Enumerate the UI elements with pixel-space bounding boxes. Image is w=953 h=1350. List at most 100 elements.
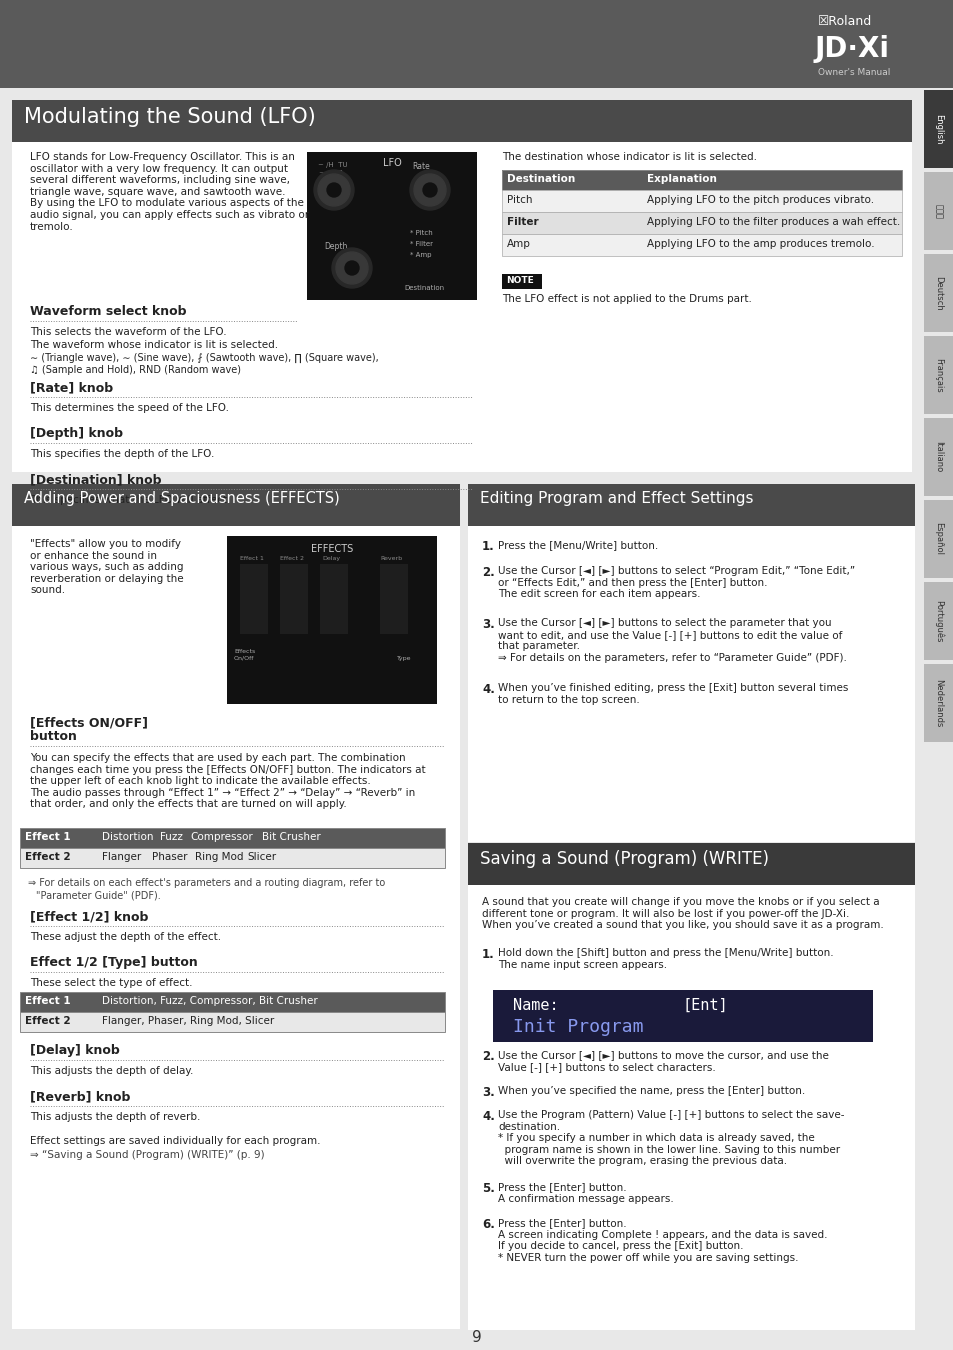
Text: 1.: 1. (481, 540, 495, 553)
Text: JD·Xi: JD·Xi (814, 35, 889, 63)
Text: English: English (934, 113, 943, 144)
Text: This determines the speed of the LFO.: This determines the speed of the LFO. (30, 404, 229, 413)
Text: Effect 1: Effect 1 (25, 996, 71, 1006)
Text: You can specify the effects that are used by each part. The combination
changes : You can specify the effects that are use… (30, 753, 425, 810)
Circle shape (345, 261, 358, 275)
Bar (501, 234, 901, 256)
Text: Italiano: Italiano (934, 441, 943, 472)
Text: Flanger, Phaser, Ring Mod, Slicer: Flanger, Phaser, Ring Mod, Slicer (102, 1017, 274, 1026)
Text: Init Program: Init Program (513, 1018, 643, 1035)
Text: Explanation: Explanation (646, 174, 716, 184)
Text: ⇒ “Saving a Sound (Program) (WRITE)” (p. 9): ⇒ “Saving a Sound (Program) (WRITE)” (p.… (30, 1150, 264, 1160)
Text: Modulating the Sound (LFO): Modulating the Sound (LFO) (24, 107, 315, 127)
Bar (12, 526, 459, 1328)
Bar (501, 212, 901, 234)
Circle shape (327, 184, 340, 197)
Text: Press the [Menu/Write] button.: Press the [Menu/Write] button. (497, 540, 658, 549)
Text: Effect 2: Effect 2 (25, 1017, 71, 1026)
Text: Português: Português (933, 599, 943, 643)
Text: ~ /H  TU: ~ /H TU (317, 162, 347, 167)
Text: [Destination] knob: [Destination] knob (30, 472, 161, 486)
Text: * Filter: * Filter (410, 242, 433, 247)
Text: Compressor: Compressor (190, 832, 253, 842)
Text: 4.: 4. (481, 1110, 495, 1123)
Text: Phaser: Phaser (152, 852, 188, 863)
Circle shape (414, 174, 446, 207)
Text: Saving a Sound (Program) (WRITE): Saving a Sound (Program) (WRITE) (479, 850, 768, 868)
Bar (20, 1012, 444, 1031)
Text: [Effect 1/2] knob: [Effect 1/2] knob (30, 910, 149, 923)
Text: ☒Roland: ☒Roland (817, 15, 871, 28)
Bar (20, 848, 444, 868)
Text: "Effects" allow you to modify
or enhance the sound in
various ways, such as addi: "Effects" allow you to modify or enhance… (30, 539, 183, 595)
Text: * Pitch: * Pitch (410, 230, 433, 236)
Text: The LFO effect is not applied to the Drums part.: The LFO effect is not applied to the Dru… (501, 294, 751, 304)
Bar (20, 828, 444, 848)
Bar (468, 842, 914, 886)
Text: ⇒ For details on each effect's parameters and a routing diagram, refer to: ⇒ For details on each effect's parameter… (28, 878, 385, 888)
Text: Use the Cursor [◄] [►] buttons to select “Program Edit,” “Tone Edit,”
or “Effect: Use the Cursor [◄] [►] buttons to select… (497, 566, 854, 599)
Text: 2.: 2. (481, 566, 495, 579)
Text: Editing Program and Effect Settings: Editing Program and Effect Settings (479, 491, 753, 506)
Text: This selects the waveform of the LFO.: This selects the waveform of the LFO. (30, 327, 227, 338)
Text: [Effects ON/OFF]: [Effects ON/OFF] (30, 716, 148, 729)
Bar (12, 142, 911, 472)
Text: "Parameter Guide" (PDF).: "Parameter Guide" (PDF). (36, 890, 161, 900)
Text: Use the Cursor [◄] [►] buttons to select the parameter that you
want to edit, an: Use the Cursor [◄] [►] buttons to select… (497, 618, 846, 663)
Text: This adjusts the depth of delay.: This adjusts the depth of delay. (30, 1066, 193, 1076)
Text: These select the type of effect.: These select the type of effect. (30, 977, 193, 988)
Text: Effect 2: Effect 2 (25, 852, 71, 863)
Bar (12, 100, 911, 142)
Text: This specifies the depth of the LFO.: This specifies the depth of the LFO. (30, 450, 214, 459)
Bar (280, 564, 308, 634)
Text: [Depth] knob: [Depth] knob (30, 427, 123, 440)
Text: Depth: Depth (324, 242, 347, 251)
Bar (240, 564, 268, 634)
Text: Pitch: Pitch (506, 194, 532, 205)
Text: Applying LFO to the filter produces a wah effect.: Applying LFO to the filter produces a wa… (646, 217, 900, 227)
Text: A sound that you create will change if you move the knobs or if you select a
dif: A sound that you create will change if y… (481, 896, 882, 930)
Text: The waveform whose indicator is lit is selected.: The waveform whose indicator is lit is s… (30, 340, 278, 350)
Text: Hold down the [Shift] button and press the [Menu/Write] button.
The name input s: Hold down the [Shift] button and press t… (497, 948, 833, 969)
Text: Rate: Rate (412, 162, 429, 171)
Text: Adding Power and Spaciousness (EFFECTS): Adding Power and Spaciousness (EFFECTS) (24, 491, 339, 506)
Bar (923, 90, 953, 167)
Text: Effect 2: Effect 2 (280, 556, 304, 562)
Text: 5.: 5. (481, 1183, 495, 1195)
Text: 2.: 2. (481, 1050, 495, 1062)
Text: 1.: 1. (481, 948, 495, 961)
Text: Effect settings are saved individually for each program.: Effect settings are saved individually f… (30, 1135, 320, 1146)
Circle shape (422, 184, 436, 197)
Text: Use the Program (Pattern) Value [-] [+] buttons to select the save-
destination.: Use the Program (Pattern) Value [-] [+] … (497, 1110, 843, 1166)
Bar (923, 336, 953, 414)
Text: 4.: 4. (481, 683, 495, 697)
Text: Destination: Destination (403, 285, 444, 292)
Text: These adjust the depth of the effect.: These adjust the depth of the effect. (30, 931, 221, 942)
Bar (12, 485, 459, 526)
Text: LFO stands for Low-Frequency Oscillator. This is an
oscillator with a very low f: LFO stands for Low-Frequency Oscillator.… (30, 153, 309, 232)
Text: Reverb: Reverb (379, 556, 402, 562)
Text: When you’ve finished editing, press the [Exit] button several times
to return to: When you’ve finished editing, press the … (497, 683, 847, 705)
Text: The destination whose indicator is lit is selected.: The destination whose indicator is lit i… (501, 153, 757, 162)
Text: On/Off: On/Off (233, 656, 254, 662)
Circle shape (335, 252, 368, 284)
Text: Press the [Enter] button.
A screen indicating Complete ! appears, and the data i: Press the [Enter] button. A screen indic… (497, 1218, 826, 1262)
Text: Use the Cursor [◄] [►] buttons to move the cursor, and use the
Value [-] [+] but: Use the Cursor [◄] [►] buttons to move t… (497, 1050, 828, 1072)
Text: Press the [Enter] button.
A confirmation message appears.: Press the [Enter] button. A confirmation… (497, 1183, 673, 1204)
Text: ∼ (Triangle wave), ∼ (Sine wave), ⨏ (Sawtooth wave), ∏ (Square wave),: ∼ (Triangle wave), ∼ (Sine wave), ⨏ (Saw… (30, 352, 378, 363)
Text: 9: 9 (472, 1330, 481, 1345)
Text: Applying LFO to the amp produces tremolo.: Applying LFO to the amp produces tremolo… (646, 239, 874, 248)
Text: Effect 1: Effect 1 (25, 832, 71, 842)
Bar (501, 170, 901, 190)
Text: Destination: Destination (506, 174, 575, 184)
Bar (468, 485, 914, 526)
Text: 3.: 3. (481, 618, 495, 630)
Text: Español: Español (934, 522, 943, 555)
Text: LFO: LFO (382, 158, 401, 167)
Bar (501, 190, 901, 212)
Text: [Reverb] knob: [Reverb] knob (30, 1089, 131, 1103)
Bar (468, 526, 914, 842)
Text: 日本語: 日本語 (934, 204, 943, 219)
Text: [Rate] knob: [Rate] knob (30, 381, 113, 394)
Text: ~  ~#P: ~ ~#P (318, 170, 342, 176)
